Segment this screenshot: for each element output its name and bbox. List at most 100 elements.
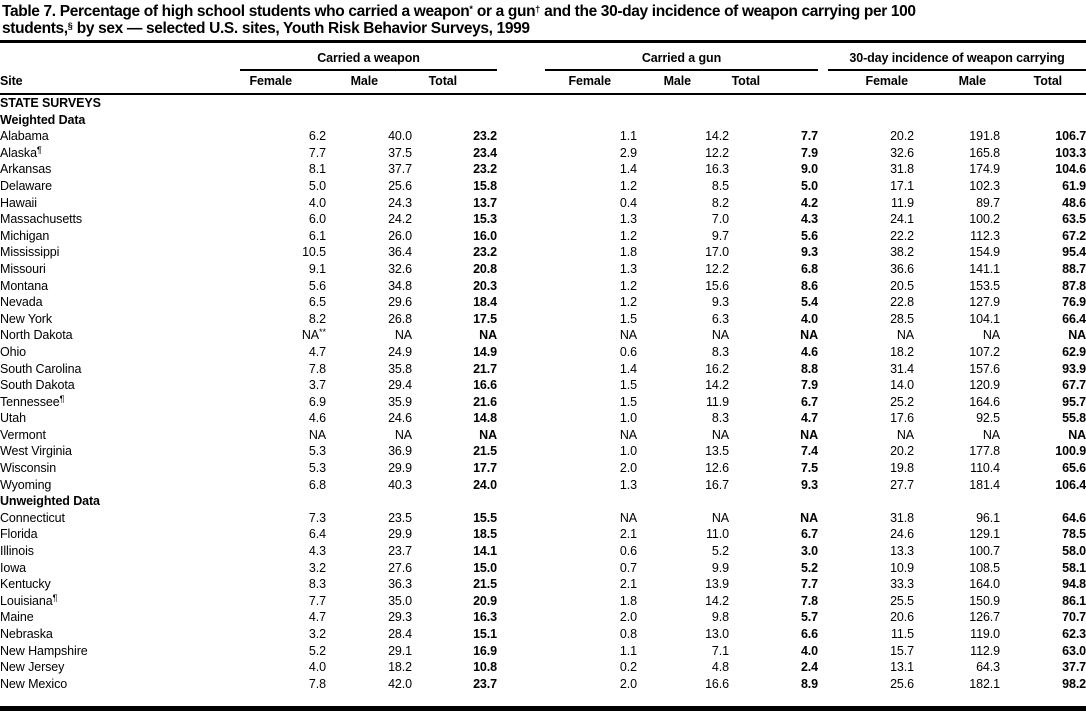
- value-cell: 106.7: [1055, 129, 1086, 144]
- value-cell: 9.7: [711, 228, 729, 243]
- column-gap: [818, 427, 828, 444]
- column-gap: [818, 344, 828, 361]
- value-cell: 1.0: [619, 444, 637, 459]
- value-cell: 6.7: [800, 527, 819, 542]
- site-cell: Florida: [0, 527, 38, 542]
- value-cell: 191.8: [969, 129, 1001, 144]
- value-cell: 119.0: [970, 627, 1001, 641]
- value-cell: 15.8: [473, 178, 497, 193]
- value-cell: 17.0: [705, 245, 729, 260]
- site-cell: New York: [0, 311, 53, 326]
- value-cell: 24.1: [890, 212, 915, 227]
- value-cell: 14.2: [705, 593, 729, 608]
- column-group-carried-weapon: Carried a weapon: [240, 43, 497, 71]
- table-title: Table 7. Percentage of high school stude…: [0, 0, 1086, 37]
- value-cell: 177.8: [969, 444, 1001, 459]
- value-cell: 32.6: [890, 145, 915, 160]
- value-cell: 14.8: [473, 411, 497, 426]
- value-cell: 3.2: [308, 560, 326, 575]
- site-cell: Iowa: [0, 560, 27, 575]
- column-gap: [818, 178, 828, 195]
- column-header-row: Site Female Male Total Female Male Total…: [0, 70, 1086, 95]
- value-cell: 70.7: [1062, 610, 1086, 625]
- value-cell: 34.8: [388, 278, 412, 293]
- table-row: Arkansas 8.1 37.7 23.2 1.4 16.3 9.0 31.8 174.9 10…: [0, 161, 1086, 178]
- value-cell: 112.9: [970, 643, 1001, 658]
- column-gap: [497, 361, 545, 378]
- column-gap: [497, 128, 545, 145]
- value-cell: 8.2: [308, 311, 326, 326]
- value-cell: 8.3: [308, 577, 326, 592]
- table-row: New York 8.2 26.8 17.5 1.5 6.3 4.0 28.5 104.1 66.…: [0, 311, 1086, 328]
- column-header-weapon-male: Male: [326, 70, 412, 95]
- value-cell: 104.1: [969, 311, 1001, 326]
- value-cell: 23.7: [473, 676, 497, 691]
- column-gap: [818, 311, 828, 328]
- table-row: Kentucky 8.3 36.3 21.5 2.1 13.9 7.7 33.3 164.0 94…: [0, 576, 1086, 593]
- table-row: New Mexico 7.8 42.0 23.7 2.0 16.6 8.9 25.6 182.1…: [0, 676, 1086, 693]
- value-cell: 29.4: [388, 378, 412, 393]
- value-cell: 4.0: [308, 660, 326, 675]
- value-cell: NA: [711, 427, 729, 442]
- site-cell: Alaska¶: [0, 144, 42, 160]
- value-cell: 6.5: [308, 295, 326, 310]
- value-cell: 89.7: [976, 195, 1001, 210]
- value-cell: 9.1: [308, 261, 326, 276]
- column-gap: [818, 659, 828, 676]
- table-row: Alaska¶ 7.7 37.5 23.4 2.9 12.2 7.9 32.6 165.8 103…: [0, 145, 1086, 162]
- column-gap: [818, 676, 828, 693]
- table-row: Michigan 6.1 26.0 16.0 1.2 9.7 5.6 22.2 112.3 67.…: [0, 228, 1086, 245]
- value-cell: 67.2: [1062, 228, 1086, 243]
- value-cell: 17.6: [890, 411, 915, 426]
- column-gap: [818, 211, 828, 228]
- value-cell: 98.2: [1062, 676, 1086, 691]
- value-cell: 67.7: [1062, 378, 1086, 393]
- value-cell: NA: [711, 328, 729, 343]
- table-row: Connecticut 7.3 23.5 15.5 NA NA NA 31.8 96.1 64.6: [0, 510, 1086, 527]
- value-cell: 20.2: [890, 444, 915, 459]
- value-cell: 2.0: [619, 461, 637, 476]
- column-gap: [497, 195, 545, 212]
- column-gap: [818, 643, 828, 660]
- value-cell: 13.7: [473, 195, 497, 210]
- value-cell: 96.1: [976, 510, 1001, 525]
- column-gap: [818, 361, 828, 378]
- column-gap: [818, 278, 828, 295]
- value-cell: 1.3: [619, 477, 637, 492]
- site-cell: Massachusetts: [0, 212, 83, 227]
- value-cell: 164.0: [969, 577, 1001, 592]
- value-cell: 18.4: [473, 295, 497, 310]
- site-cell: North Dakota: [0, 328, 73, 343]
- table-header: Carried a weapon Carried a gun 30-day in…: [0, 43, 1086, 95]
- site-cell: Kentucky: [0, 577, 51, 592]
- value-cell: 14.9: [473, 344, 497, 359]
- value-cell: 48.6: [1062, 195, 1086, 210]
- column-gap: [497, 510, 545, 527]
- column-header-gun-total: Total: [729, 70, 819, 95]
- column-gap: [818, 261, 828, 278]
- site-cell: Wisconsin: [0, 461, 57, 476]
- value-cell: 129.1: [969, 527, 1001, 542]
- value-cell: 2.4: [800, 660, 819, 675]
- group-gap: [497, 43, 545, 70]
- value-cell: 17.1: [890, 178, 915, 193]
- site-cell: New Hampshire: [0, 643, 88, 658]
- value-cell: 7.5: [800, 461, 819, 476]
- value-cell: 4.0: [800, 311, 819, 326]
- value-cell: 18.2: [388, 660, 412, 675]
- value-cell: 1.0: [619, 411, 637, 426]
- value-cell: 6.8: [800, 261, 819, 276]
- table-row: Nebraska 3.2 28.4 15.1 0.8 13.0 6.6 11.5 119.0 62…: [0, 626, 1086, 643]
- value-cell: 1.5: [619, 311, 637, 326]
- value-cell: 29.6: [388, 295, 412, 310]
- value-cell: 27.6: [388, 560, 412, 575]
- table-row: New Hampshire 5.2 29.1 16.9 1.1 7.1 4.0 15.7 112…: [0, 643, 1086, 660]
- site-cell: Delaware: [0, 178, 53, 193]
- table-row: Montana 5.6 34.8 20.3 1.2 15.6 8.6 20.5 153.5 87.…: [0, 278, 1086, 295]
- value-cell: 9.3: [800, 477, 819, 492]
- column-gap: [818, 543, 828, 560]
- table-row: Wyoming 6.8 40.3 24.0 1.3 16.7 9.3 27.7 181.4 106…: [0, 477, 1086, 494]
- table-title-line2: students,§ by sex — selected U.S. sites,…: [2, 20, 530, 37]
- value-cell: 20.5: [890, 278, 915, 293]
- table-row: Alabama 6.2 40.0 23.2 1.1 14.2 7.7 20.2 191.8 106…: [0, 128, 1086, 145]
